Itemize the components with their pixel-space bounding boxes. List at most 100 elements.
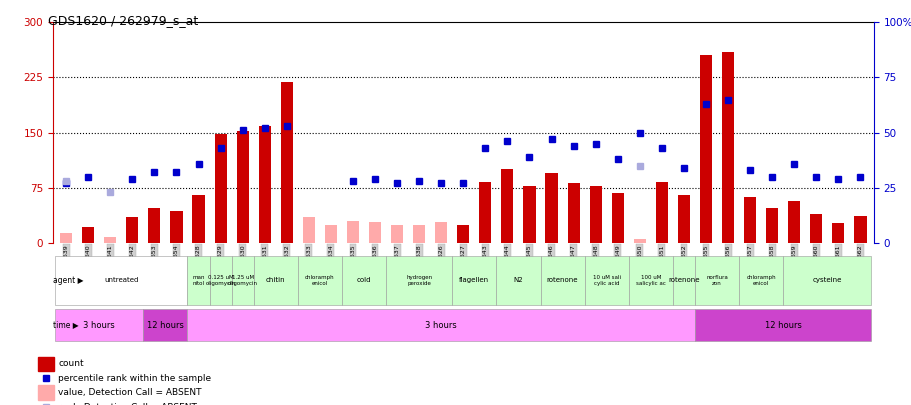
Bar bbox=[435, 222, 446, 243]
FancyBboxPatch shape bbox=[385, 256, 452, 305]
Bar bbox=[302, 217, 314, 243]
Text: GSM85661: GSM85661 bbox=[835, 245, 840, 278]
Bar bbox=[545, 173, 557, 243]
FancyBboxPatch shape bbox=[738, 256, 783, 305]
Text: GSM85655: GSM85655 bbox=[702, 245, 708, 278]
Text: time ▶: time ▶ bbox=[53, 320, 79, 330]
Bar bbox=[281, 82, 292, 243]
Bar bbox=[523, 185, 535, 243]
Text: percentile rank within the sample: percentile rank within the sample bbox=[58, 374, 211, 383]
Bar bbox=[60, 233, 72, 243]
FancyBboxPatch shape bbox=[783, 256, 871, 305]
Text: GSM85645: GSM85645 bbox=[527, 245, 531, 278]
FancyBboxPatch shape bbox=[143, 309, 188, 341]
FancyBboxPatch shape bbox=[628, 256, 672, 305]
Text: 3 hours: 3 hours bbox=[425, 320, 456, 330]
Text: man
nitol: man nitol bbox=[192, 275, 205, 286]
Bar bbox=[787, 201, 800, 243]
Text: GSM85638: GSM85638 bbox=[416, 245, 421, 278]
Text: GSM85651: GSM85651 bbox=[659, 245, 663, 278]
Text: 3 hours: 3 hours bbox=[83, 320, 115, 330]
Text: GSM85654: GSM85654 bbox=[174, 245, 179, 278]
Bar bbox=[677, 195, 690, 243]
Text: rank, Detection Call = ABSENT: rank, Detection Call = ABSENT bbox=[58, 403, 197, 405]
Bar bbox=[567, 183, 579, 243]
Text: value, Detection Call = ABSENT: value, Detection Call = ABSENT bbox=[58, 388, 201, 397]
Text: 12 hours: 12 hours bbox=[764, 320, 801, 330]
Text: GSM85646: GSM85646 bbox=[548, 245, 554, 278]
Text: hydrogen
peroxide: hydrogen peroxide bbox=[405, 275, 432, 286]
Bar bbox=[38, 356, 54, 371]
Text: GSM85658: GSM85658 bbox=[769, 245, 773, 278]
FancyBboxPatch shape bbox=[210, 256, 231, 305]
Bar bbox=[655, 182, 667, 243]
FancyBboxPatch shape bbox=[584, 256, 628, 305]
Text: 100 uM
salicylic ac: 100 uM salicylic ac bbox=[635, 275, 665, 286]
Bar bbox=[170, 211, 182, 243]
Bar bbox=[743, 197, 755, 243]
Bar bbox=[809, 213, 822, 243]
FancyBboxPatch shape bbox=[496, 256, 540, 305]
Bar bbox=[236, 131, 249, 243]
FancyBboxPatch shape bbox=[188, 309, 694, 341]
Bar bbox=[633, 239, 645, 243]
Text: chloramph
enicol: chloramph enicol bbox=[745, 275, 775, 286]
Bar bbox=[192, 195, 204, 243]
Text: rotenone: rotenone bbox=[668, 277, 699, 284]
Text: GSM85641: GSM85641 bbox=[107, 245, 113, 278]
Bar bbox=[104, 237, 117, 243]
Text: 0.125 uM
oligomycin: 0.125 uM oligomycin bbox=[205, 275, 235, 286]
FancyBboxPatch shape bbox=[55, 256, 188, 305]
Text: 12 hours: 12 hours bbox=[147, 320, 184, 330]
FancyBboxPatch shape bbox=[342, 256, 385, 305]
FancyBboxPatch shape bbox=[694, 309, 871, 341]
Bar bbox=[369, 222, 381, 243]
Text: 1.25 uM
oligomycin: 1.25 uM oligomycin bbox=[228, 275, 258, 286]
FancyBboxPatch shape bbox=[540, 256, 584, 305]
Bar bbox=[854, 216, 865, 243]
FancyBboxPatch shape bbox=[672, 256, 694, 305]
Text: GSM85634: GSM85634 bbox=[328, 245, 333, 278]
Text: GSM85656: GSM85656 bbox=[725, 245, 730, 278]
Bar bbox=[38, 385, 54, 400]
Bar bbox=[391, 225, 403, 243]
Text: GSM85635: GSM85635 bbox=[350, 245, 355, 278]
Text: agent ▶: agent ▶ bbox=[53, 276, 84, 285]
FancyBboxPatch shape bbox=[298, 256, 342, 305]
Text: GSM85629: GSM85629 bbox=[218, 245, 223, 278]
Bar bbox=[324, 225, 336, 243]
Text: cold: cold bbox=[356, 277, 371, 284]
Text: untreated: untreated bbox=[104, 277, 138, 284]
Bar bbox=[126, 217, 138, 243]
Text: count: count bbox=[58, 359, 84, 369]
Bar bbox=[699, 55, 711, 243]
Text: GSM85662: GSM85662 bbox=[857, 245, 862, 278]
FancyBboxPatch shape bbox=[452, 256, 496, 305]
Text: GDS1620 / 262979_s_at: GDS1620 / 262979_s_at bbox=[48, 14, 199, 27]
Text: GSM85647: GSM85647 bbox=[570, 245, 576, 278]
Text: GSM85637: GSM85637 bbox=[394, 245, 399, 278]
Text: GSM85628: GSM85628 bbox=[196, 245, 200, 278]
Bar bbox=[346, 221, 359, 243]
Bar bbox=[501, 169, 513, 243]
FancyBboxPatch shape bbox=[55, 309, 143, 341]
Text: chitin: chitin bbox=[266, 277, 285, 284]
Text: GSM85649: GSM85649 bbox=[615, 245, 619, 278]
Text: 10 uM sali
cylic acid: 10 uM sali cylic acid bbox=[592, 275, 620, 286]
Text: GSM85652: GSM85652 bbox=[681, 245, 686, 278]
Bar bbox=[611, 193, 623, 243]
Text: GSM85642: GSM85642 bbox=[129, 245, 135, 278]
Text: GSM85627: GSM85627 bbox=[460, 245, 466, 278]
Bar bbox=[589, 185, 601, 243]
Bar bbox=[832, 223, 844, 243]
Text: GSM85659: GSM85659 bbox=[791, 245, 796, 278]
FancyBboxPatch shape bbox=[694, 256, 738, 305]
Text: GSM85633: GSM85633 bbox=[306, 245, 311, 278]
Text: norflura
zon: norflura zon bbox=[705, 275, 727, 286]
Bar bbox=[214, 134, 227, 243]
FancyBboxPatch shape bbox=[188, 256, 210, 305]
Text: N2: N2 bbox=[513, 277, 523, 284]
Text: GSM85626: GSM85626 bbox=[438, 245, 444, 278]
Bar bbox=[456, 225, 469, 243]
Text: GSM85653: GSM85653 bbox=[152, 245, 157, 278]
